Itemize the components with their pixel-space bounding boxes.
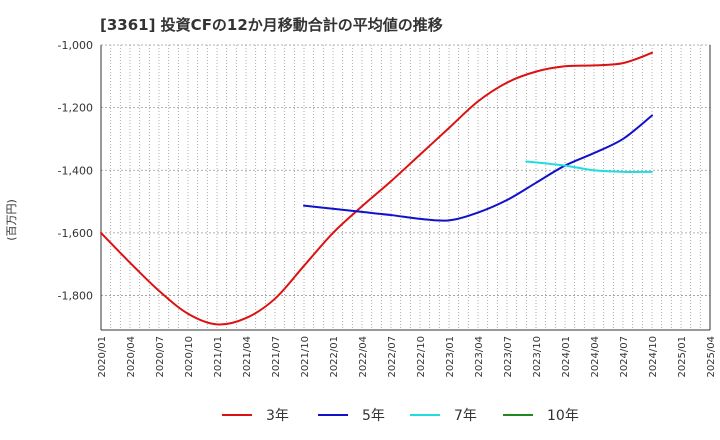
x-tick-label: 2025/04 bbox=[706, 336, 717, 378]
x-tick-label: 2022/01 bbox=[329, 336, 340, 378]
x-tick-label: 2021/10 bbox=[300, 336, 311, 378]
series-line-5年 bbox=[303, 114, 653, 222]
x-tick-label: 2023/07 bbox=[503, 336, 514, 378]
legend-swatch bbox=[318, 414, 348, 416]
legend-label: 10年 bbox=[547, 408, 579, 424]
chart-title: [3361] 投資CFの12か月移動合計の平均値の推移 bbox=[100, 16, 443, 34]
x-tick-label: 2020/07 bbox=[155, 336, 166, 378]
legend-label: 7年 bbox=[454, 408, 477, 424]
x-tick-label: 2024/04 bbox=[590, 336, 601, 378]
legend-item: 5年 bbox=[318, 404, 385, 426]
legend-item: 7年 bbox=[410, 404, 477, 426]
legend-item: 3年 bbox=[222, 404, 289, 426]
y-tick-label: -1,400 bbox=[58, 164, 93, 177]
y-axis-label-box: (百万円) bbox=[4, 180, 18, 260]
x-tick-label: 2021/07 bbox=[271, 336, 282, 378]
x-tick-label: 2023/04 bbox=[474, 336, 485, 378]
x-tick-label: 2020/10 bbox=[184, 336, 195, 378]
x-tick-label: 2022/10 bbox=[416, 336, 427, 378]
x-tick-label: 2022/07 bbox=[387, 336, 398, 378]
x-tick-label: 2024/07 bbox=[619, 336, 630, 378]
y-tick-label: -1,000 bbox=[58, 39, 93, 52]
y-tick-label: -1,200 bbox=[58, 102, 93, 115]
x-tick-label: 2021/01 bbox=[213, 336, 224, 378]
series-line-7年 bbox=[525, 160, 653, 173]
y-tick-label: -1,600 bbox=[58, 227, 93, 240]
y-axis-label: (百万円) bbox=[5, 199, 18, 241]
x-tick-label: 2024/10 bbox=[648, 336, 659, 378]
x-tick-label: 2025/01 bbox=[677, 336, 688, 378]
legend-label: 3年 bbox=[266, 408, 289, 424]
x-tick-label: 2022/04 bbox=[358, 336, 369, 378]
x-tick-label: 2023/10 bbox=[532, 336, 543, 378]
x-tick-label: 2020/01 bbox=[97, 336, 108, 378]
legend-swatch bbox=[410, 414, 440, 416]
plot-area bbox=[101, 45, 710, 330]
legend-swatch bbox=[222, 414, 252, 416]
x-tick-label: 2021/04 bbox=[242, 336, 253, 378]
legend-item: 10年 bbox=[503, 404, 579, 426]
series-line-3年 bbox=[100, 51, 653, 326]
x-tick-label: 2024/01 bbox=[561, 336, 572, 378]
legend-label: 5年 bbox=[362, 408, 385, 424]
x-tick-label: 2023/01 bbox=[445, 336, 456, 378]
x-tick-label: 2020/04 bbox=[126, 336, 137, 378]
legend-swatch bbox=[503, 414, 533, 416]
legend: 3年 5年 7年 10年 bbox=[0, 404, 720, 426]
y-tick-label: -1,800 bbox=[58, 290, 93, 303]
